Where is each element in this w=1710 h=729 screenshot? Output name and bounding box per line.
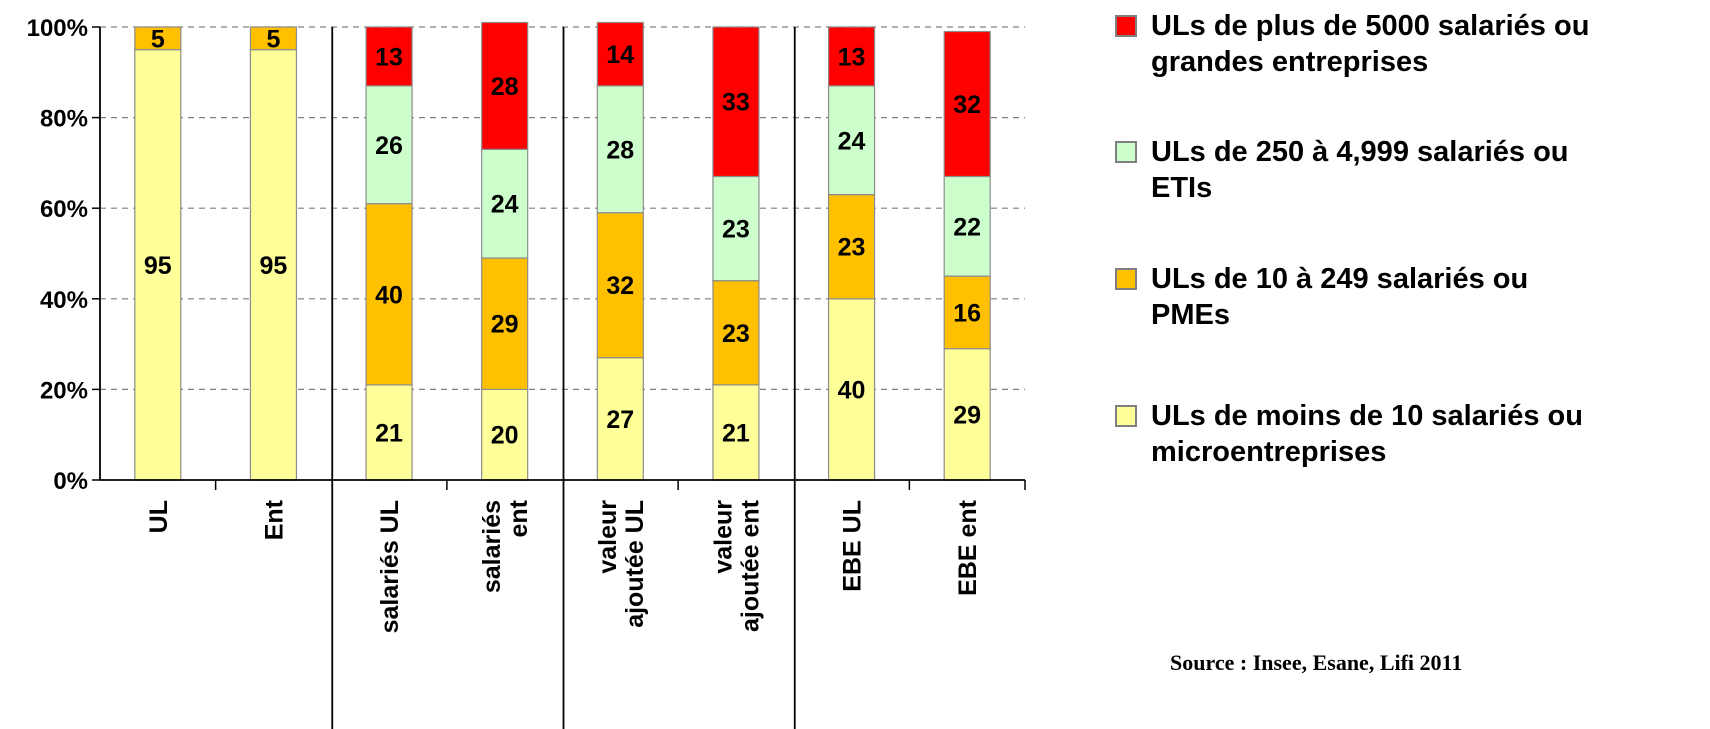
x-tick-label: ajoutée UL xyxy=(621,500,649,628)
legend-label-eti: ULs de 250 à 4,999 salariés ou ETIs xyxy=(1151,136,1569,204)
y-tick-label: 80% xyxy=(40,106,88,133)
bar-segment xyxy=(596,85,644,214)
bar-segment xyxy=(596,212,644,359)
bar-segment xyxy=(712,26,760,178)
x-tick-label: UL xyxy=(145,500,173,533)
y-tick-label: 100% xyxy=(27,15,88,42)
x-tick-label: EBE ent xyxy=(954,499,982,596)
data-label: 28 xyxy=(606,136,634,164)
bar-segment xyxy=(943,175,991,277)
x-tick-label: valeur xyxy=(709,500,737,574)
data-label: 40 xyxy=(375,281,403,309)
x-tick-label: salariés UL xyxy=(376,500,404,633)
bar-segment xyxy=(134,26,182,51)
bar-segment xyxy=(365,203,413,386)
data-label: 24 xyxy=(838,127,866,155)
data-label: 33 xyxy=(722,89,750,117)
data-label: 20 xyxy=(491,422,519,450)
data-label: 5 xyxy=(151,25,165,53)
data-label: 27 xyxy=(606,406,634,434)
x-tick-label: Ent xyxy=(260,499,288,540)
y-tick-label: 0% xyxy=(53,468,88,495)
y-tick-label: 20% xyxy=(40,377,88,404)
data-label: 29 xyxy=(491,311,519,339)
legend-swatch-eti xyxy=(1115,141,1137,163)
bar-segment xyxy=(827,26,876,87)
y-tick-label: 60% xyxy=(40,196,88,223)
data-label: 26 xyxy=(375,132,403,160)
data-label: 16 xyxy=(953,299,981,327)
bar-segment xyxy=(712,280,760,386)
data-label: 5 xyxy=(266,25,280,53)
x-tick-label: salariés xyxy=(478,500,506,593)
data-label: 21 xyxy=(722,419,750,447)
bar-segment xyxy=(596,357,644,481)
bar-segment xyxy=(365,384,413,481)
bar-segment xyxy=(249,26,298,51)
bar-segment xyxy=(943,30,991,178)
bar-segment xyxy=(365,85,413,205)
bar-segment xyxy=(481,21,529,150)
legend-swatch-pme xyxy=(1115,268,1137,290)
legend-swatch-large xyxy=(1115,15,1137,37)
gridlines xyxy=(100,26,1025,390)
bar-segment xyxy=(712,384,760,481)
x-tick-label: EBE UL xyxy=(839,500,867,592)
data-label: 13 xyxy=(838,43,866,71)
data-label: 95 xyxy=(144,252,172,280)
x-tick-label: valeur xyxy=(594,500,622,574)
x-tick-label: ent xyxy=(505,499,533,537)
legend-item-micro: ULs de moins de 10 salariés ou microentr… xyxy=(1115,398,1705,470)
bars xyxy=(134,21,991,481)
legend-label-large: ULs de plus de 5000 salariés ou grandes … xyxy=(1151,10,1590,78)
data-label: 13 xyxy=(375,43,403,71)
bar-segment xyxy=(481,148,529,259)
bar-segment xyxy=(943,275,991,350)
bar-segment xyxy=(827,194,876,300)
bar-segment xyxy=(943,348,991,481)
data-label: 21 xyxy=(375,419,403,447)
axes: 0% 20% 40% 60% 80% 100% UL Ent salariés UL salari… xyxy=(27,15,1026,729)
data-label: 95 xyxy=(260,252,288,280)
y-tick-label: 40% xyxy=(40,287,88,314)
bar-segment xyxy=(365,26,413,87)
data-label: 28 xyxy=(491,73,519,101)
x-tick-label: ajoutée ent xyxy=(736,499,764,632)
legend-label-pme: ULs de 10 à 249 salariés ou PMEs xyxy=(1151,263,1529,331)
data-label: 24 xyxy=(491,191,519,219)
data-label: 32 xyxy=(953,91,981,119)
stacked-bar-chart: 0% 20% 40% 60% 80% 100% UL Ent salariés UL salari… xyxy=(27,15,1026,729)
data-label: 14 xyxy=(606,41,634,69)
data-label: 22 xyxy=(953,213,981,241)
bar-segment xyxy=(827,298,876,481)
legend-item-pme: ULs de 10 à 249 salariés ou PMEs xyxy=(1115,261,1705,333)
data-label: 23 xyxy=(722,216,750,244)
data-label: 23 xyxy=(722,320,750,348)
data-label: 29 xyxy=(953,401,981,429)
legend-swatch-micro xyxy=(1115,405,1137,427)
bar-segment xyxy=(134,49,182,481)
legend-item-eti: ULs de 250 à 4,999 salariés ou ETIs xyxy=(1115,134,1705,206)
data-label: 32 xyxy=(606,272,634,300)
legend-label-micro: ULs de moins de 10 salariés ou microentr… xyxy=(1151,400,1583,468)
bar-segment xyxy=(596,21,644,87)
legend-item-large: ULs de plus de 5000 salariés ou grandes … xyxy=(1115,8,1705,80)
data-label: 23 xyxy=(838,234,866,262)
data-labels: 95 5 95 5 21 40 26 13 20 29 24 28 27 32 28 14 21 23 23 33 40… xyxy=(144,25,981,449)
bar-segment xyxy=(249,49,298,481)
source-note: Source : Insee, Esane, Lifi 2011 xyxy=(1170,650,1463,675)
data-label: 40 xyxy=(838,376,866,404)
